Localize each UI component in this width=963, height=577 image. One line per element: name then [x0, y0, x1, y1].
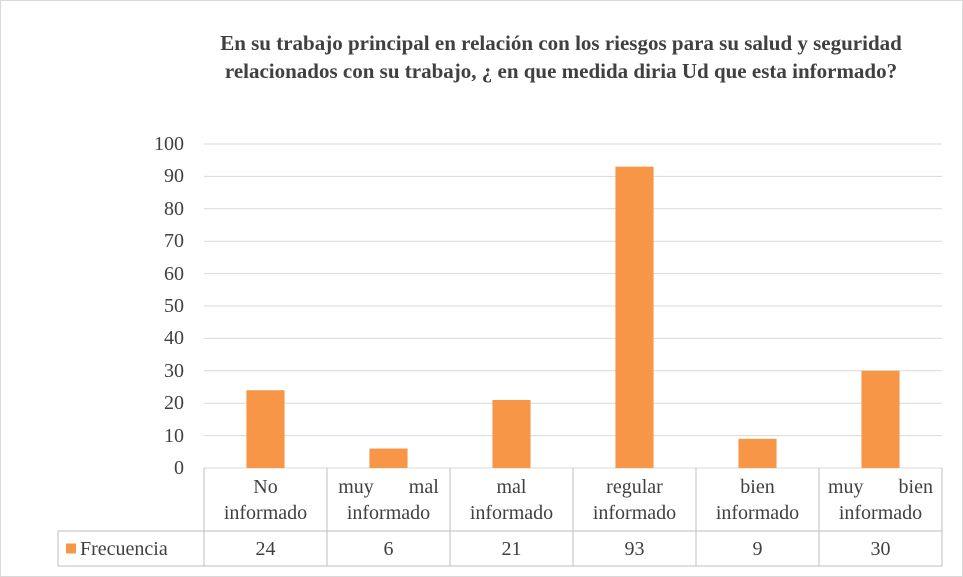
y-tick-label: 0: [174, 457, 184, 479]
y-tick-label: 30: [164, 359, 184, 382]
bar: [369, 448, 408, 468]
bar: [492, 399, 531, 468]
bar: [615, 166, 654, 468]
y-tick-label: 70: [164, 230, 184, 253]
bar: [738, 438, 777, 468]
table-value: 93: [624, 538, 645, 560]
x-tick-label: regular informado: [592, 476, 677, 524]
x-tick-label: mal informado: [469, 476, 554, 524]
x-tick-label: muy bien informado: [828, 476, 933, 524]
table-value: 9: [752, 538, 763, 560]
y-tick-label: 60: [164, 262, 184, 285]
bar: [861, 370, 900, 468]
y-tick-label: 40: [164, 327, 184, 350]
x-tick-label: No informado: [223, 476, 308, 524]
legend-key: [66, 543, 76, 554]
y-tick-label: 100: [154, 133, 184, 155]
y-tick-label: 10: [164, 424, 184, 447]
y-tick-label: 90: [164, 165, 184, 188]
x-tick-label: bien informado: [715, 476, 800, 524]
legend-label: Frecuencia: [80, 538, 168, 560]
bar: [246, 390, 285, 468]
x-tick-label: muy mal informado: [338, 476, 439, 524]
y-tick-label: 80: [164, 197, 184, 220]
table-value: 6: [383, 538, 394, 560]
chart-title: En su trabajo principal en relación con …: [220, 31, 902, 83]
y-tick-label: 50: [164, 295, 184, 317]
table-value: 21: [501, 538, 522, 560]
y-tick-label: 20: [164, 392, 184, 415]
table-value: 30: [870, 538, 891, 560]
table-value: 24: [255, 538, 276, 560]
